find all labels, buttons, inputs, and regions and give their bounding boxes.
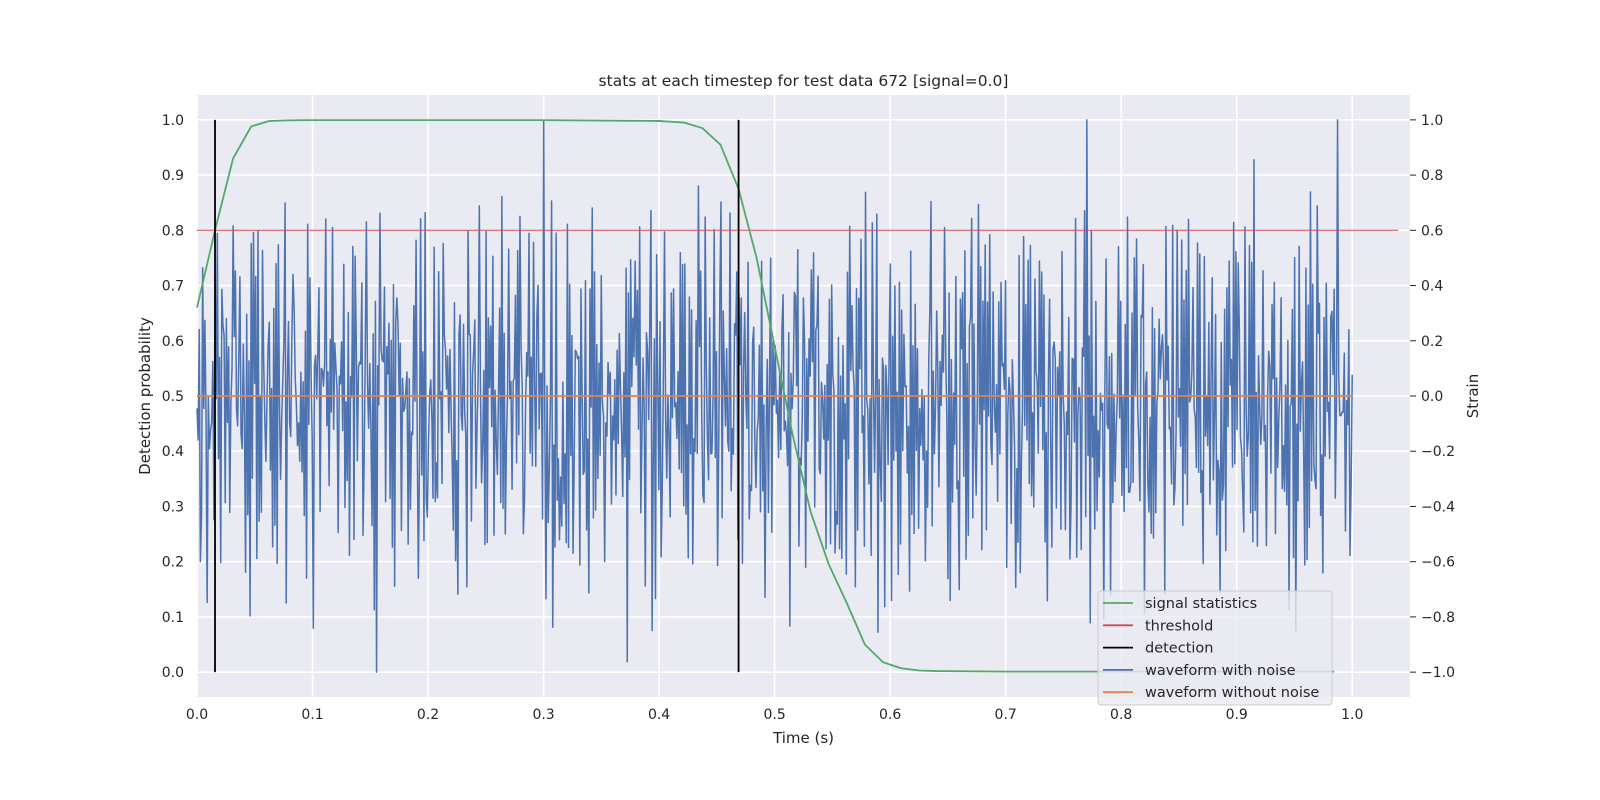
y-tick-label-left: 0.8 xyxy=(162,223,184,239)
x-tick-label: 1.0 xyxy=(1341,707,1363,723)
y-tick-label-left: 0.9 xyxy=(162,168,184,184)
y-tick-label-left: 0.1 xyxy=(162,610,184,626)
y-tick-label-right: 0.4 xyxy=(1421,279,1443,295)
y-tick-label-left: 0.0 xyxy=(162,665,184,681)
y-tick-label-left: 0.7 xyxy=(162,279,184,295)
y-tick-label-left: 1.0 xyxy=(162,113,184,129)
x-tick-label: 0.1 xyxy=(301,707,323,723)
y-axis-label-left: Detection probability xyxy=(136,317,154,475)
legend-entry: detection xyxy=(1145,641,1213,657)
y-tick-label-right: −0.2 xyxy=(1421,444,1455,460)
series-layer xyxy=(196,119,1399,673)
legend-entry: threshold xyxy=(1145,618,1213,634)
y-tick-label-right: 0.6 xyxy=(1421,223,1443,239)
y-tick-label-right: −1.0 xyxy=(1421,665,1455,681)
x-tick-label: 0.9 xyxy=(1226,707,1248,723)
chart-title: stats at each timestep for test data 672… xyxy=(599,72,1009,90)
y-tick-label-right: −0.8 xyxy=(1421,610,1455,626)
series-waveform-with-noise xyxy=(196,119,1353,673)
y-tick-label-left: 0.3 xyxy=(162,499,184,515)
x-tick-label: 0.8 xyxy=(1110,707,1132,723)
legend-entry: waveform with noise xyxy=(1145,663,1296,679)
x-axis-label: Time (s) xyxy=(772,729,834,747)
y-tick-label-right: 0.8 xyxy=(1421,168,1443,184)
y-tick-label-left: 0.5 xyxy=(162,389,184,405)
series-signal-statistics xyxy=(196,119,1335,673)
y-tick-label-right: 0.2 xyxy=(1421,334,1443,350)
x-tick-label: 0.5 xyxy=(763,707,785,723)
y-axis-label-right: Strain xyxy=(1464,374,1482,418)
x-tick-label: 0.3 xyxy=(532,707,554,723)
legend-entry: waveform without noise xyxy=(1145,685,1319,701)
x-tick-label: 0.2 xyxy=(417,707,439,723)
y-tick-label-right: −0.4 xyxy=(1421,499,1455,515)
y-tick-label-left: 0.4 xyxy=(162,444,184,460)
legend-entry: signal statistics xyxy=(1145,596,1257,612)
y-tick-label-right: 1.0 xyxy=(1421,113,1443,129)
y-tick-label-left: 0.6 xyxy=(162,334,184,350)
x-tick-label: 0.4 xyxy=(648,707,670,723)
y-tick-label-right: −0.6 xyxy=(1421,555,1455,571)
x-tick-label: 0.7 xyxy=(995,707,1017,723)
legend-box xyxy=(1097,590,1333,706)
x-tick-label: 0.0 xyxy=(186,707,208,723)
x-tick-label: 0.6 xyxy=(879,707,901,723)
y-tick-label-right: 0.0 xyxy=(1421,389,1443,405)
axes: 0.0 0.1 0.2 0.3 0.4 0.5 0.6 0.7 0.8 0.9 1.0 0.0 0.1 0… xyxy=(162,113,1455,723)
y-tick-label-left: 0.2 xyxy=(162,555,184,571)
legend: signal statistics threshold detection wavef… xyxy=(1097,590,1333,706)
